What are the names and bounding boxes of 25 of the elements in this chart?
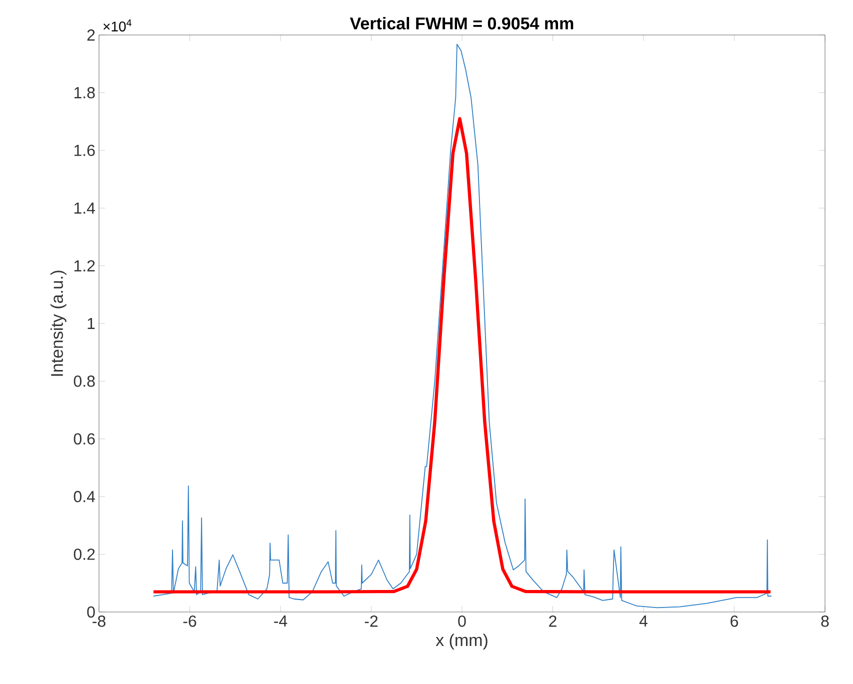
line-series [152,117,772,594]
x-tick-label: 2 [549,616,556,627]
y-tick-label: 0.8 [74,376,95,387]
x-axis-title: x (mm) [436,634,488,650]
x-tick-label: 0 [458,616,466,627]
x-tick-label: -2 [364,616,378,627]
y-tick-label: 0.6 [74,433,95,445]
y-tick-label: 1.8 [74,87,95,98]
chart-title: Vertical FWHM = 0.9054 mm [350,16,574,30]
y-tick-label: 1.2 [74,260,95,272]
x-tick-label: -6 [183,616,196,627]
y-tick-label: 0.4 [74,490,95,502]
text: ×10$^{4}$ [104,19,132,32]
x-tick-label: -4 [274,616,288,627]
y-tick-label: 0.2 [74,548,95,560]
x-tick-label: -8 [92,616,106,627]
y-tick-label: 2 [87,29,95,41]
x-tick-label: 4 [639,616,648,627]
x-tick-label: 8 [821,616,829,627]
x-tick-label: 6 [730,616,738,627]
y-tick-label: 1.4 [74,202,95,214]
y-tick-label: 1.6 [74,144,95,156]
y-tick-label: 0 [87,606,95,618]
y-tick-label: 1 [88,318,95,329]
y-axis-title: Intensity (a.u.) [50,270,66,376]
